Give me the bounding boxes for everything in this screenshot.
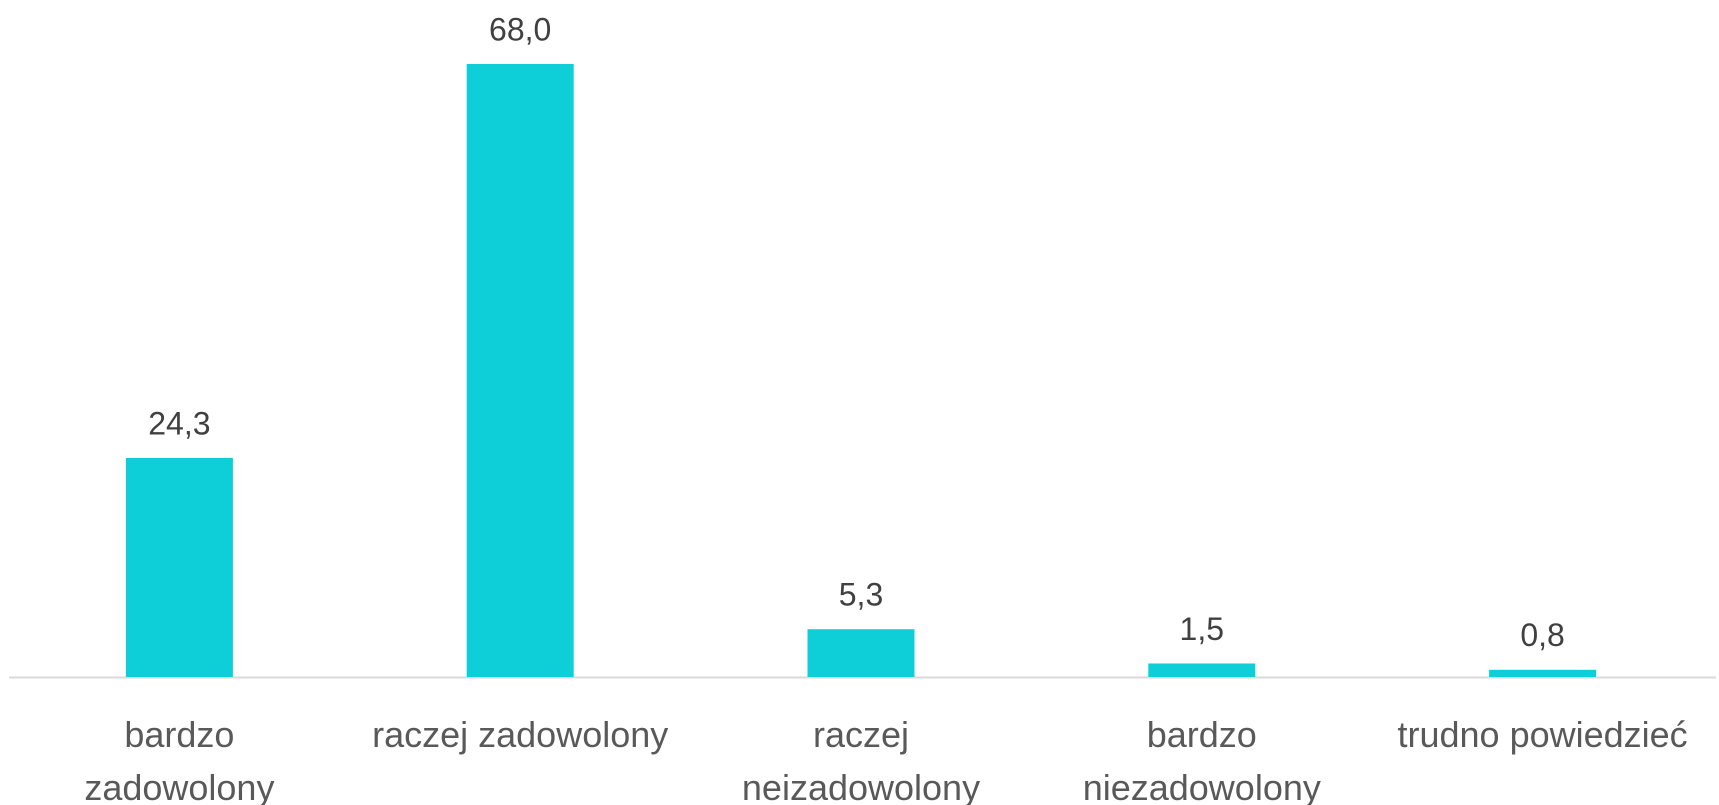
x-tick-label: trudno powiedzieć xyxy=(1397,714,1688,755)
value-label: 5,3 xyxy=(839,577,883,613)
value-label: 1,5 xyxy=(1180,611,1224,647)
value-label: 24,3 xyxy=(148,405,210,441)
x-tick-label: raczej zadowolony xyxy=(372,714,669,755)
bar xyxy=(1148,663,1256,677)
bar xyxy=(466,64,574,677)
x-tick-label: raczej neizadowolony xyxy=(741,714,981,805)
value-label: 0,8 xyxy=(1520,617,1564,653)
bar xyxy=(1489,669,1597,677)
x-tick-label: bardzo niezadowolony xyxy=(1082,714,1321,805)
bar xyxy=(807,629,915,677)
value-label: 68,0 xyxy=(489,11,551,47)
bar xyxy=(125,457,233,677)
x-tick-label: bardzo zadowolony xyxy=(84,714,275,805)
